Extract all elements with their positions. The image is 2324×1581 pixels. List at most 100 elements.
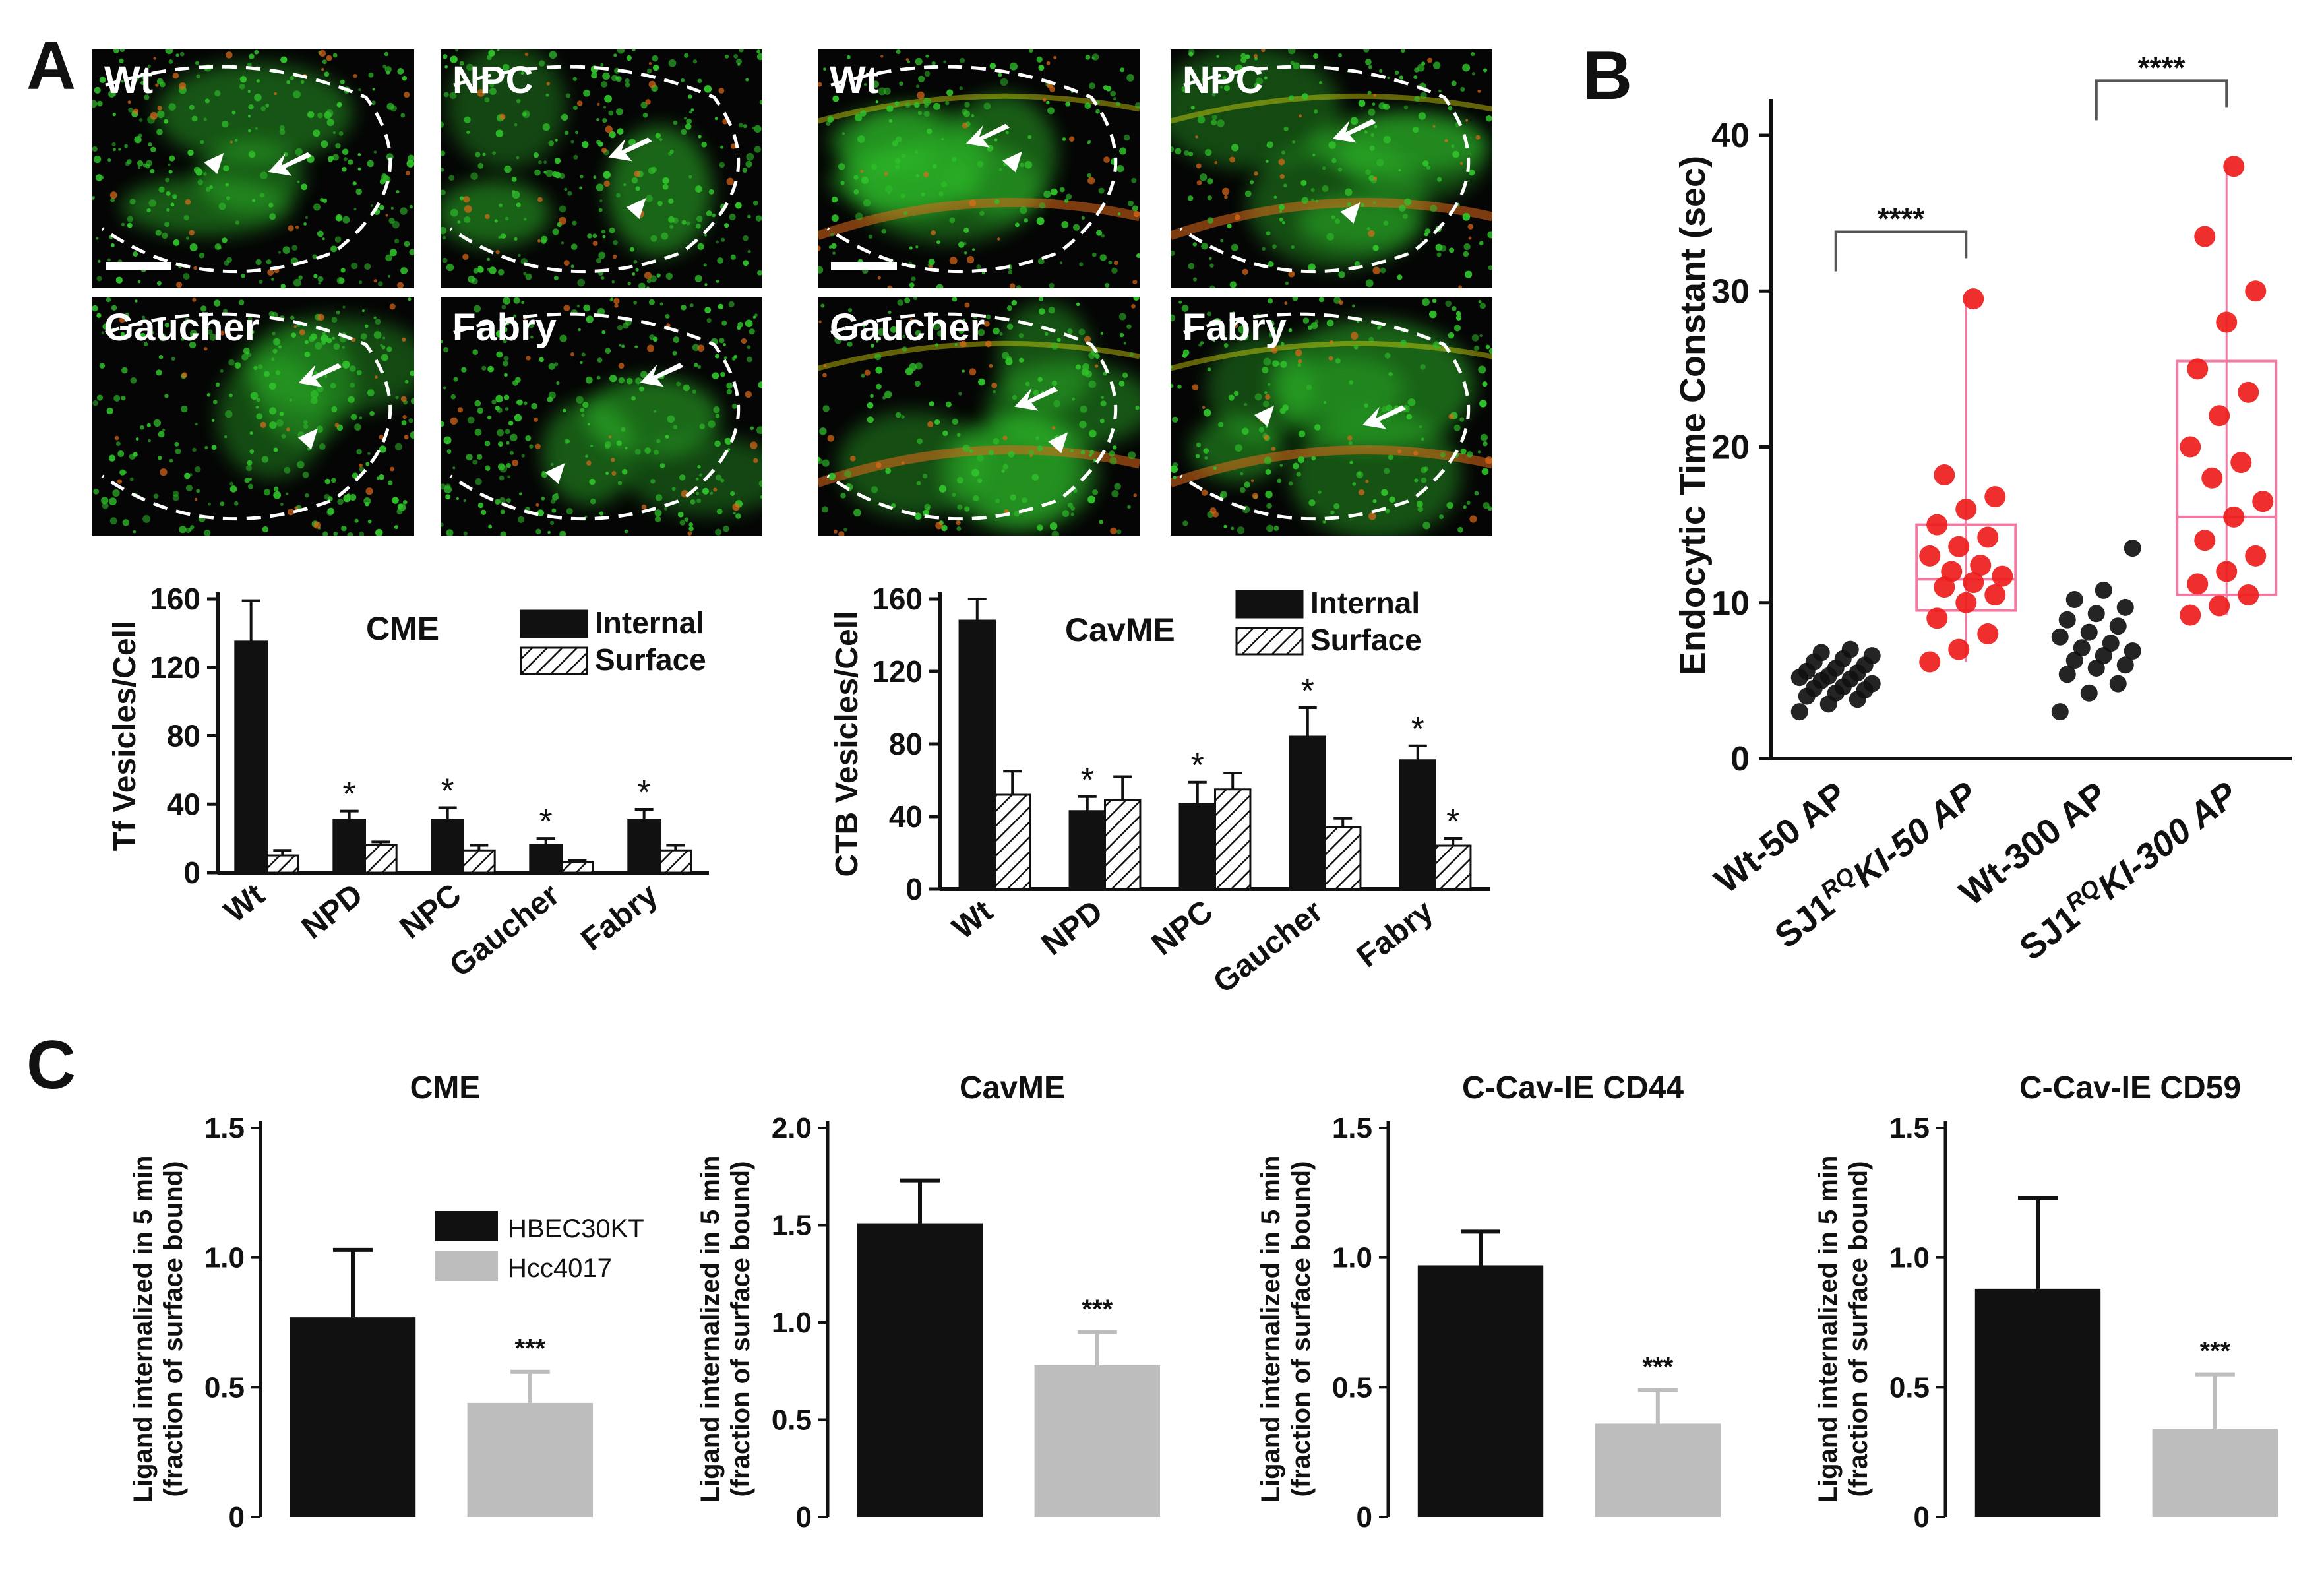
- significance-stars: ***: [1642, 1352, 1673, 1381]
- green-punctum: [735, 58, 742, 65]
- green-punctum: [441, 150, 446, 156]
- green-punctum: [266, 259, 272, 264]
- green-punctum: [993, 327, 1000, 335]
- green-punctum: [293, 90, 301, 99]
- green-punctum: [957, 504, 963, 510]
- green-punctum: [822, 459, 830, 467]
- green-punctum: [146, 160, 153, 167]
- green-punctum: [404, 241, 410, 247]
- green-punctum: [601, 330, 606, 334]
- green-punctum: [543, 171, 547, 174]
- green-punctum: [1188, 51, 1194, 57]
- green-punctum: [638, 282, 646, 288]
- green-punctum: [275, 370, 281, 375]
- green-punctum: [1033, 390, 1039, 396]
- green-punctum: [704, 307, 712, 314]
- green-punctum: [701, 141, 707, 148]
- data-point: [1970, 555, 1992, 576]
- green-punctum: [99, 363, 106, 369]
- orange-punctum: [274, 92, 277, 96]
- green-punctum: [124, 144, 129, 148]
- green-punctum: [231, 110, 236, 115]
- data-point: [2109, 675, 2127, 693]
- orange-punctum: [1009, 283, 1016, 288]
- green-punctum: [170, 202, 175, 207]
- green-punctum: [841, 132, 845, 135]
- orange-punctum: [1103, 156, 1110, 163]
- green-punctum: [1099, 254, 1107, 261]
- orange-punctum: [463, 196, 470, 203]
- green-punctum: [573, 154, 578, 160]
- green-punctum: [1241, 427, 1249, 435]
- green-punctum: [626, 377, 633, 385]
- micrograph-npc-clath: NPC: [441, 49, 762, 288]
- green-punctum: [317, 385, 324, 392]
- green-punctum: [445, 494, 451, 500]
- green-punctum: [1079, 421, 1087, 429]
- green-punctum: [679, 474, 686, 481]
- y-axis-label: Ligand internalized in 5 min: [696, 1156, 725, 1503]
- green-punctum: [158, 431, 165, 438]
- green-punctum: [99, 77, 106, 83]
- y-tick-label: 0.5: [772, 1404, 812, 1437]
- green-punctum: [716, 508, 723, 514]
- green-punctum: [1216, 55, 1219, 58]
- green-punctum: [305, 216, 308, 220]
- green-punctum: [301, 183, 308, 191]
- green-punctum: [489, 82, 495, 88]
- green-punctum: [1345, 188, 1353, 196]
- green-punctum: [498, 441, 504, 447]
- green-punctum: [1424, 232, 1428, 237]
- green-punctum: [1308, 499, 1316, 507]
- green-punctum: [615, 108, 623, 115]
- legend-swatch: [1235, 627, 1304, 656]
- green-punctum: [1328, 141, 1336, 149]
- micrograph-label: Wt: [104, 59, 153, 102]
- orange-punctum: [1458, 285, 1462, 288]
- orange-punctum: [1113, 261, 1118, 266]
- green-punctum: [1211, 92, 1216, 97]
- cell-outline: [449, 312, 741, 521]
- green-punctum: [1381, 489, 1388, 497]
- green-punctum: [559, 530, 566, 536]
- green-punctum: [1376, 158, 1384, 167]
- orange-punctum: [1242, 268, 1248, 275]
- green-punctum: [318, 282, 321, 285]
- green-punctum: [611, 280, 615, 284]
- green-punctum: [635, 377, 642, 385]
- green-punctum: [1265, 468, 1271, 475]
- micrograph-label: Gaucher: [104, 306, 259, 349]
- green-punctum: [1266, 503, 1272, 509]
- green-punctum: [743, 235, 749, 241]
- green-punctum: [225, 183, 229, 187]
- green-punctum: [583, 304, 591, 312]
- green-punctum: [737, 321, 744, 328]
- green-punctum: [1049, 522, 1058, 530]
- green-punctum: [983, 102, 991, 110]
- green-punctum: [234, 139, 238, 142]
- green-punctum: [499, 203, 503, 208]
- green-punctum: [1477, 450, 1481, 454]
- green-punctum: [726, 382, 733, 389]
- green-punctum: [1015, 222, 1020, 228]
- green-punctum: [229, 393, 233, 398]
- green-punctum: [487, 257, 491, 261]
- green-punctum: [659, 302, 663, 306]
- green-punctum: [484, 440, 491, 447]
- green-punctum: [754, 146, 761, 153]
- green-punctum: [681, 220, 687, 225]
- bar-hcc4017: [1595, 1423, 1721, 1517]
- arrow-icon: [1362, 405, 1406, 429]
- green-punctum: [159, 334, 167, 342]
- green-punctum: [165, 177, 169, 183]
- green-punctum: [895, 412, 902, 418]
- green-punctum: [531, 402, 537, 410]
- green-punctum: [516, 98, 521, 104]
- green-punctum: [651, 166, 657, 173]
- green-punctum: [578, 328, 581, 332]
- green-punctum: [679, 520, 686, 526]
- orange-punctum: [358, 463, 363, 468]
- cell-glow: [1207, 334, 1313, 443]
- green-punctum: [1091, 53, 1099, 61]
